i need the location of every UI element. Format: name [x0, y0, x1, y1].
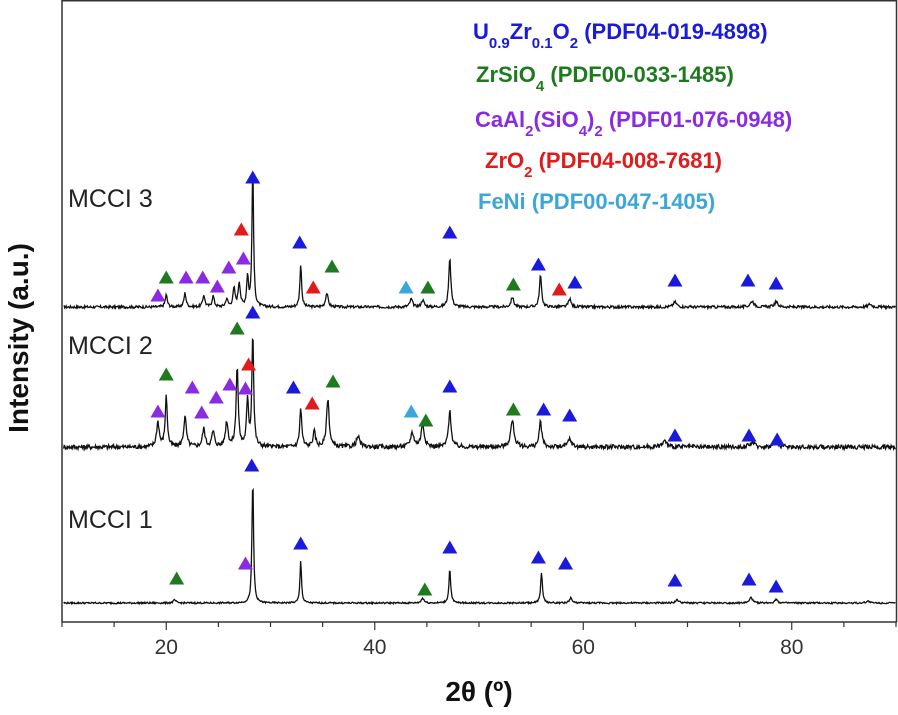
- marker-zs: [229, 321, 245, 335]
- sample-label: MCCI 1: [68, 506, 153, 534]
- legend-item-u-zr-o2: U0.9Zr0.1O2 (PDF04-019-4898): [473, 19, 768, 52]
- x-tick-label: 80: [780, 636, 803, 659]
- marker-u: [442, 379, 458, 393]
- marker-zs: [418, 413, 434, 427]
- legend-item-zrsio4-text: ZrSiO: [476, 62, 536, 87]
- phase-markers: [150, 170, 785, 596]
- curve-mcci-3: [63, 177, 897, 311]
- legend-item-caal2sio42: CaAl2(SiO4)2 (PDF01-076-0948): [475, 107, 792, 140]
- sample-label: MCCI 3: [68, 185, 153, 213]
- marker-zs: [417, 582, 433, 596]
- x-axis-ticks: 20 40 60 80: [61, 622, 897, 659]
- marker-ca: [150, 404, 166, 418]
- marker-zs: [505, 277, 521, 291]
- marker-zo: [304, 396, 320, 410]
- y-axis-label: Intensity (a.u.): [3, 243, 34, 433]
- curve-mcci-2: [62, 338, 896, 452]
- marker-u: [530, 257, 546, 271]
- diffraction-curves: [62, 177, 897, 606]
- legend-item-caal2sio42-text: CaAl: [475, 107, 525, 132]
- marker-u: [740, 273, 756, 287]
- marker-zs: [324, 259, 340, 273]
- marker-ca: [194, 405, 210, 419]
- marker-zo: [241, 357, 257, 371]
- legend-item-zro2-text: ZrO: [485, 148, 524, 173]
- sample-label: MCCI 2: [68, 332, 153, 360]
- marker-u: [245, 170, 261, 184]
- marker-ca: [178, 270, 194, 284]
- marker-u: [558, 556, 574, 570]
- marker-ca: [184, 380, 200, 394]
- marker-u: [741, 428, 757, 442]
- legend-item-zro2: ZrO2 (PDF04-008-7681): [485, 148, 722, 181]
- marker-u: [667, 428, 683, 442]
- marker-u: [245, 305, 261, 319]
- x-tick-label: 40: [363, 636, 386, 659]
- marker-zs: [325, 374, 341, 388]
- marker-fn: [398, 280, 414, 294]
- legend-item-u-zr-o2-text: U: [473, 19, 489, 44]
- marker-u: [244, 458, 260, 472]
- marker-fn: [403, 404, 419, 418]
- marker-u: [667, 573, 683, 587]
- marker-zs: [158, 270, 174, 284]
- marker-ca: [235, 251, 251, 265]
- marker-u: [741, 572, 757, 586]
- marker-ca: [221, 260, 237, 274]
- marker-ca: [208, 390, 224, 404]
- marker-ca: [237, 556, 253, 570]
- marker-ca: [222, 377, 238, 391]
- marker-u: [768, 276, 784, 290]
- marker-u: [567, 275, 583, 289]
- marker-zo: [551, 282, 567, 296]
- legend-item-feni-text: FeNi: [478, 189, 526, 214]
- marker-u: [769, 432, 785, 446]
- marker-u: [667, 273, 683, 287]
- marker-u: [293, 536, 309, 550]
- legend: U0.9Zr0.1O2 (PDF04-019-4898) ZrSiO4 (PDF…: [473, 19, 792, 214]
- sample-labels: MCCI 3 MCCI 2 MCCI 1: [68, 185, 153, 534]
- legend-item-feni: FeNi (PDF00-047-1405): [478, 189, 715, 214]
- marker-ca: [150, 288, 166, 302]
- x-tick-label: 20: [155, 636, 178, 659]
- marker-zs: [420, 280, 436, 294]
- marker-u: [768, 579, 784, 593]
- marker-u: [285, 380, 301, 394]
- x-axis-label: 2θ (º): [445, 676, 512, 707]
- marker-u: [442, 225, 458, 239]
- marker-zo: [233, 222, 249, 236]
- marker-u: [442, 540, 458, 554]
- curve-mcci-1: [63, 487, 896, 606]
- marker-zs: [158, 367, 174, 381]
- marker-zs: [505, 402, 521, 416]
- x-tick-label: 60: [572, 636, 595, 659]
- legend-item-zrsio4: ZrSiO4 (PDF00-033-1485): [476, 62, 734, 95]
- marker-u: [536, 402, 552, 416]
- marker-u: [292, 235, 308, 249]
- marker-ca: [195, 270, 211, 284]
- marker-u: [530, 550, 546, 564]
- marker-ca: [209, 279, 225, 293]
- marker-zs: [169, 571, 185, 585]
- marker-u: [562, 408, 578, 422]
- marker-ca: [237, 381, 253, 395]
- marker-zo: [305, 280, 321, 294]
